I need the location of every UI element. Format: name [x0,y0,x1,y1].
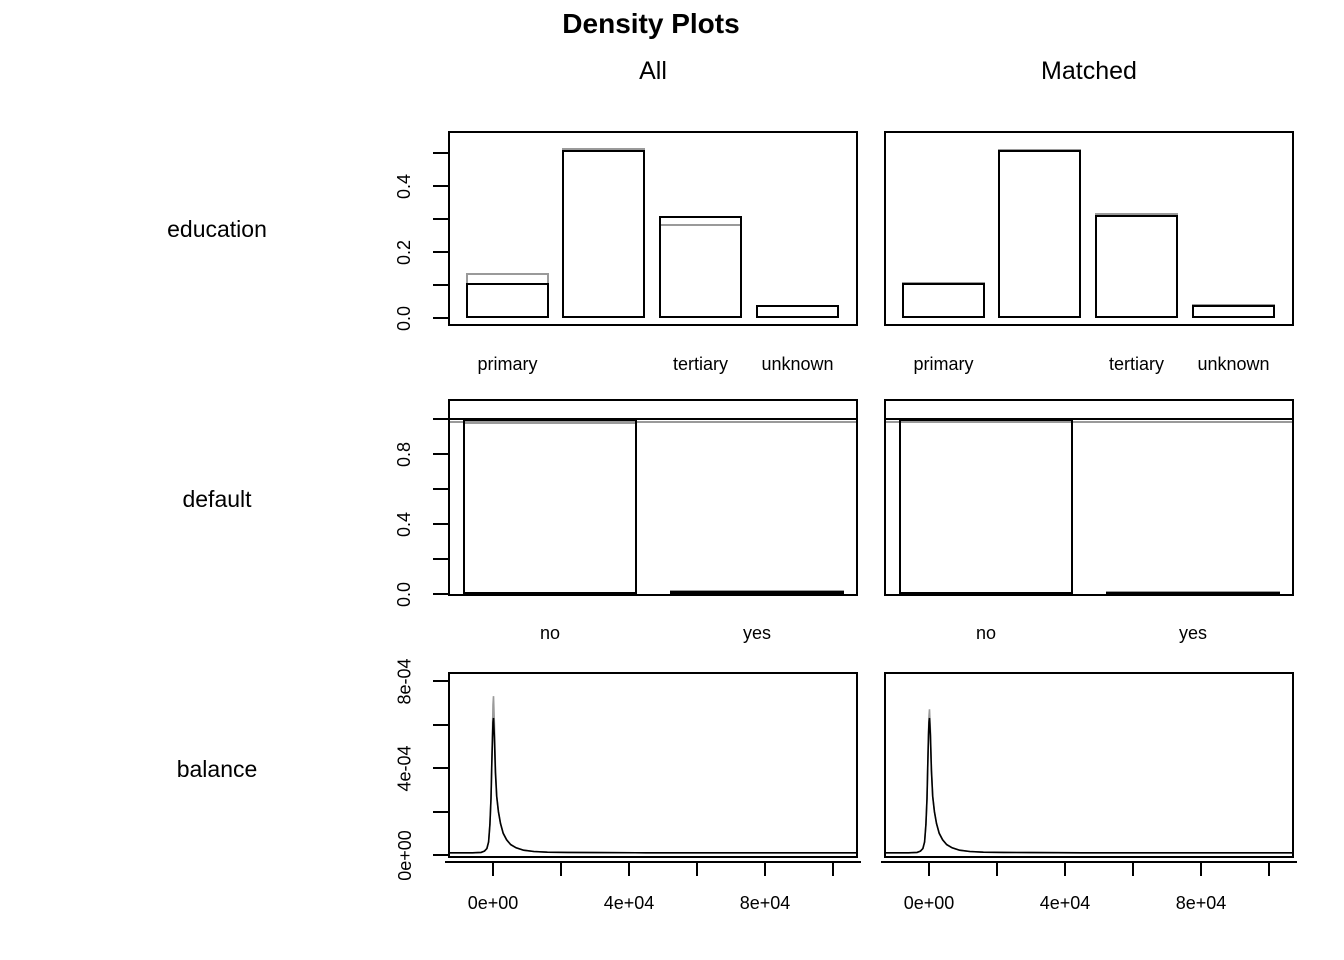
x-axis-tick-label: 8e+04 [1175,893,1227,913]
x-category-label: unknown [1197,354,1270,374]
y-axis-tick [433,680,448,682]
x-axis-tick [996,861,998,876]
x-category-label: unknown [761,354,834,374]
panel-balance-all: 0e+00 4e-04 8e-04 0e+00 4e+04 8e+04 [395,658,861,913]
y-axis-tick [433,767,448,769]
x-category-label: tertiary [672,354,729,374]
bar-tertiary-treated [659,216,742,318]
x-axis-tick-label: 4e+04 [1039,893,1091,913]
bar-primary-treated [466,283,549,318]
column-header-matched: Matched [1041,57,1137,85]
bar-secondary-treated [998,150,1081,318]
y-axis-tick [433,488,448,490]
x-axis-tick [628,861,630,876]
x-axis-line [445,861,861,863]
figure-title: Density Plots [562,8,740,39]
x-axis-tick [832,861,834,876]
y-axis-tick-label-text: 0.4 [394,511,415,537]
y-axis-tick-label: 8e-04 [392,639,418,723]
bar-unknown-treated [1192,305,1275,318]
panel-education-matched: primary tertiary unknown [884,131,1294,374]
x-category-label: no [539,623,561,643]
x-axis-tick [928,861,930,876]
x-axis-tick [764,861,766,876]
plot-box [448,672,858,858]
plot-box [884,672,1294,858]
x-axis-line [881,861,1297,863]
y-axis-tick [433,218,448,220]
y-axis-tick [433,185,448,187]
y-axis-tick [433,593,448,595]
y-axis-tick [433,854,448,856]
x-axis-tick [1200,861,1202,876]
panel-default-all: 0.0 0.4 0.8 no yes [395,399,858,643]
row-label-default: default [182,486,252,512]
y-axis-tick-label-text: 8e-04 [394,657,415,705]
reference-line-control [884,421,1294,423]
plot-box [884,131,1294,326]
x-axis-tick [1268,861,1270,876]
x-axis-tick [696,861,698,876]
bar-no-treated [899,419,1073,594]
y-axis-tick-label-text: 0.0 [394,305,415,331]
reference-line-treated [884,418,1294,420]
y-axis-tick [433,152,448,154]
x-category-label: yes [742,623,772,643]
row-label-balance: balance [176,756,258,782]
plot-box [884,399,1294,596]
bar-unknown-treated [756,305,839,318]
panel-education-all: 0.0 0.2 0.4 primary tertiary unknown [395,131,858,374]
y-axis-tick-label-text: 0.4 [394,173,415,199]
y-axis-tick-label: 4e-04 [392,726,418,810]
y-axis-tick-label: 0.4 [392,144,418,228]
x-category-label: primary [913,354,974,374]
reference-line-treated [448,418,858,420]
plot-box [448,131,858,326]
x-axis-tick [1132,861,1134,876]
x-axis-tick-label: 8e+04 [739,893,791,913]
x-category-label: tertiary [1108,354,1165,374]
y-axis-tick-label: 0.8 [392,412,418,496]
y-axis-tick [433,418,448,420]
column-header-all: All [639,57,667,85]
y-axis-tick-label-text: 0e+00 [394,829,415,881]
bar-tertiary-treated [1095,215,1178,318]
x-category-label: primary [477,354,538,374]
y-axis-tick-label-text: 0.8 [394,441,415,467]
row-label-education: education [167,216,267,242]
y-axis-tick-label-text: 0.0 [394,581,415,607]
y-axis-tick [433,284,448,286]
x-axis-tick-label: 4e+04 [603,893,655,913]
reference-line-control [448,421,858,423]
y-axis-tick [433,724,448,726]
density-curves [884,709,1293,854]
y-axis-tick-label: 0e+00 [392,813,418,897]
x-category-label: no [975,623,997,643]
x-axis-tick [492,861,494,876]
bar-no-treated [463,419,637,594]
y-axis-tick [433,523,448,525]
y-axis-tick [433,558,448,560]
y-axis-tick [433,251,448,253]
bar-primary-treated [902,283,985,318]
bar-secondary-treated [562,150,645,318]
x-category-label: yes [1178,623,1208,643]
x-axis-tick-label: 0e+00 [903,893,955,913]
y-axis-tick [433,317,448,319]
x-axis-tick-label: 0e+00 [467,893,519,913]
panel-balance-matched: 0e+00 4e+04 8e+04 [881,672,1297,913]
density-curve-treated [448,717,857,854]
panel-default-matched: no yes [884,399,1294,643]
y-axis-tick [433,453,448,455]
plot-box [448,399,858,596]
x-axis-tick [560,861,562,876]
density-curves [448,696,857,854]
density-curve-treated [884,717,1293,854]
y-axis-tick-label-text: 4e-04 [394,744,415,792]
y-axis-tick [433,811,448,813]
y-axis-tick-label-text: 0.2 [394,239,415,265]
x-axis-tick [1064,861,1066,876]
